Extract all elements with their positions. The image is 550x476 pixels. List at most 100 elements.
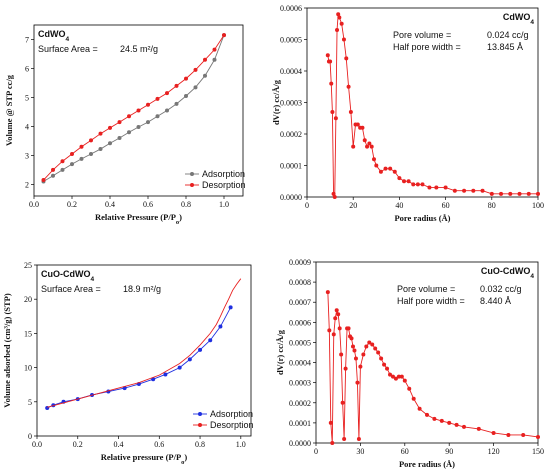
- p3-x-tick-label: 0.8: [195, 440, 205, 449]
- p4-data-point: [385, 366, 390, 371]
- pore-distribution-chart-cdwo4-svg: 0 20 40 60 80 100 0.0000 0.0001 0.0002 0.0003 0.00…: [271, 4, 544, 223]
- p2-data-point: [392, 169, 397, 174]
- p2-data-point: [462, 188, 467, 193]
- p3-data-point: [177, 365, 182, 370]
- p1-data-point: [155, 114, 160, 119]
- p2-data-point: [369, 144, 374, 149]
- p2-data-point: [517, 191, 522, 196]
- p2-data-point: [362, 138, 367, 143]
- p2-data-point: [337, 15, 342, 20]
- p4-data-point: [361, 352, 366, 357]
- p2-y-tick-label: 0.0000: [280, 193, 302, 202]
- p3-x-tick-label: 0.6: [154, 440, 164, 449]
- p4-data-point: [393, 376, 398, 381]
- p3-data-point: [187, 357, 192, 362]
- p1-data-point: [222, 33, 226, 38]
- p1-y-axis-label: Volume @ STP cc/g: [4, 74, 14, 146]
- p4-data-point: [476, 426, 481, 431]
- p1-data-point: [98, 131, 103, 136]
- p4-data-point: [330, 441, 335, 445]
- p4-data-point: [439, 418, 444, 423]
- p4-data-point: [339, 352, 344, 357]
- p4-y-tick-label: 0.0004: [289, 359, 311, 368]
- p2-y-tick-label: 0.0005: [280, 36, 302, 45]
- p4-y-axis-label: dV(r) cc/Å/g: [275, 329, 285, 375]
- p1-data-point: [89, 138, 93, 143]
- p3-x-axis-label: Relative pressure (P/Po): [101, 452, 188, 466]
- p3-legend-entry-adsorption: Adsorption: [210, 409, 253, 419]
- p2-y-tick-label: 0.0003: [280, 99, 302, 108]
- p2-data-point: [411, 182, 416, 187]
- p4-data-point: [454, 422, 459, 427]
- p4-plot-frame: [315, 261, 539, 444]
- p2-annotation-value: 0.024 cc/g: [487, 30, 529, 40]
- p2-x-axis-label: Pore radius (Å): [394, 213, 450, 223]
- p4-data-point: [342, 436, 347, 441]
- p2-data-point: [365, 144, 370, 149]
- p2-data-point: [434, 185, 439, 190]
- p4-data-point: [425, 412, 429, 417]
- p2-annotation-label: Pore volume =: [393, 30, 451, 40]
- p1-x-tick-label: 0.4: [105, 200, 115, 209]
- p2-data-point: [508, 191, 513, 196]
- p4-data-point: [399, 374, 404, 379]
- p2-data-point: [330, 109, 335, 114]
- p2-data-point: [443, 185, 448, 190]
- p4-x-tick-label: 30: [356, 447, 364, 456]
- p3-y-tick-label: 15: [24, 329, 32, 338]
- p2-y-axis-label: dV(r) cc/Å/g: [271, 79, 281, 125]
- p2-data-point: [348, 109, 353, 114]
- p3-data-point: [218, 324, 223, 329]
- isotherm-chart-cuo-cdwo4-svg: 0.0 0.2 0.4 0.6 0.8 1.0 0 5 10 15 20 25 Relative pre…: [2, 261, 254, 466]
- pore-distribution-chart-cdwo4: 0 20 40 60 80 100 0.0000 0.0001 0.0002 0.0003 0.00…: [271, 0, 550, 238]
- p4-data-point: [351, 344, 355, 349]
- p1-x-tick-label: 0.6: [143, 200, 153, 209]
- p1-data-point: [117, 136, 122, 141]
- p4-x-tick-label: 120: [488, 447, 500, 456]
- p1-data-point: [193, 85, 198, 90]
- p2-data-point: [397, 176, 402, 181]
- p1-data-point: [165, 108, 169, 113]
- p1-plot-frame: [33, 24, 244, 197]
- p1-data-point: [89, 151, 93, 156]
- p4-y-tick-label: 0.0009: [289, 258, 311, 267]
- pore-distribution-chart-cuo-cdwo4-svg: 0 30 60 90 120 150 0.0000 0.0001 0.0002 0.0003 0.0…: [275, 258, 544, 469]
- p4-data-point: [407, 386, 412, 391]
- p4-data-point: [355, 380, 360, 385]
- p4-data-point: [390, 374, 395, 379]
- p2-data-point: [333, 116, 338, 121]
- p1-data-point: [127, 130, 131, 135]
- p4-data-point: [352, 348, 357, 353]
- p3-data-point: [163, 372, 168, 377]
- p1-data-point: [174, 101, 179, 106]
- p1-series-line-adsorption: [43, 34, 225, 182]
- p1-data-point: [60, 159, 65, 164]
- p2-data-point: [471, 188, 476, 193]
- p1-data-point: [60, 167, 65, 172]
- p4-y-tick-label: 0.0007: [289, 298, 311, 307]
- p1-y-tick-label: 5: [25, 93, 29, 102]
- p1-data-point: [108, 141, 112, 146]
- p2-data-point: [536, 191, 540, 196]
- p4-data-point: [325, 290, 330, 295]
- p1-legend-entry-adsorption: Adsorption: [202, 169, 245, 179]
- p1-data-point: [51, 173, 55, 178]
- p2-data-point: [336, 12, 341, 17]
- p2-data-point: [367, 141, 372, 146]
- p2-data-point: [335, 28, 340, 33]
- p3-series-line-desorption: [47, 278, 242, 408]
- p4-data-point: [346, 326, 351, 331]
- p4-data-point: [328, 420, 333, 425]
- p1-series-line-desorption: [43, 34, 225, 181]
- isotherm-chart-cuo-cdwo4: 0.0 0.2 0.4 0.6 0.8 1.0 0 5 10 15 20 25 Relative pre…: [0, 240, 275, 476]
- p3-y-tick-label: 25: [24, 261, 32, 270]
- p1-y-tick-label: 2: [25, 180, 29, 189]
- p1-y-tick-label: 6: [25, 64, 29, 73]
- p1-x-tick-label: 0.2: [67, 200, 77, 209]
- p3-y-tick-label: 20: [24, 295, 32, 304]
- p1-x-tick-label: 1.0: [219, 200, 229, 209]
- p1-data-point: [146, 120, 150, 125]
- p1-legend-marker: [190, 172, 194, 176]
- p3-data-point: [198, 347, 203, 352]
- p2-annotation-label: Half pore width =: [393, 42, 461, 52]
